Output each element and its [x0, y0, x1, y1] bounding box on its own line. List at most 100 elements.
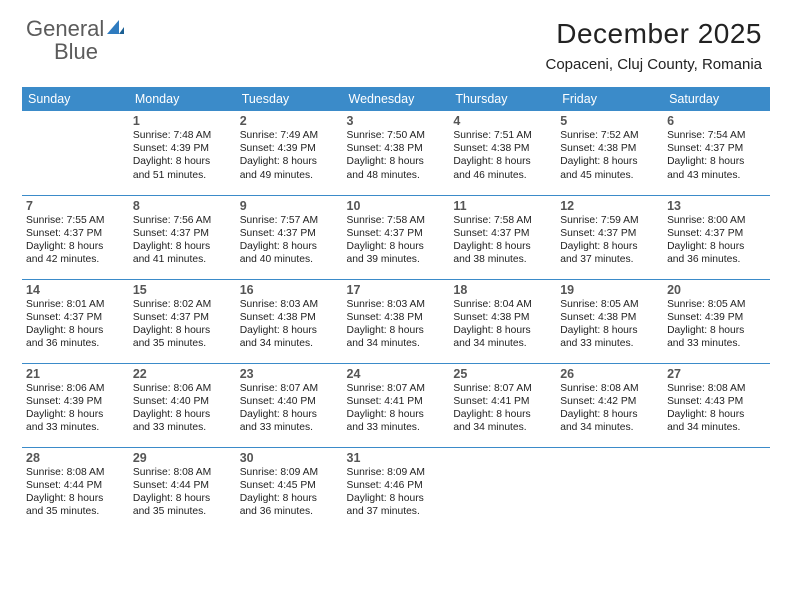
day-number: 20: [667, 283, 766, 297]
day-info: Sunrise: 7:55 AMSunset: 4:37 PMDaylight:…: [26, 214, 125, 267]
day-info: Sunrise: 8:06 AMSunset: 4:39 PMDaylight:…: [26, 382, 125, 435]
day-number: 12: [560, 199, 659, 213]
day-number: 14: [26, 283, 125, 297]
day-info: Sunrise: 8:07 AMSunset: 4:40 PMDaylight:…: [240, 382, 339, 435]
day-number: 26: [560, 367, 659, 381]
week-row: 7Sunrise: 7:55 AMSunset: 4:37 PMDaylight…: [22, 195, 770, 279]
day-cell: 29Sunrise: 8:08 AMSunset: 4:44 PMDayligh…: [129, 447, 236, 531]
day-info: Sunrise: 8:08 AMSunset: 4:43 PMDaylight:…: [667, 382, 766, 435]
day-number: 4: [453, 114, 552, 128]
day-cell: 17Sunrise: 8:03 AMSunset: 4:38 PMDayligh…: [343, 279, 450, 363]
empty-cell: [663, 447, 770, 531]
day-cell: 25Sunrise: 8:07 AMSunset: 4:41 PMDayligh…: [449, 363, 556, 447]
day-cell: 12Sunrise: 7:59 AMSunset: 4:37 PMDayligh…: [556, 195, 663, 279]
day-info: Sunrise: 7:54 AMSunset: 4:37 PMDaylight:…: [667, 129, 766, 182]
empty-cell: [556, 447, 663, 531]
day-info: Sunrise: 7:58 AMSunset: 4:37 PMDaylight:…: [453, 214, 552, 267]
day-number: 11: [453, 199, 552, 213]
day-info: Sunrise: 7:49 AMSunset: 4:39 PMDaylight:…: [240, 129, 339, 182]
day-info: Sunrise: 7:57 AMSunset: 4:37 PMDaylight:…: [240, 214, 339, 267]
week-row: 28Sunrise: 8:08 AMSunset: 4:44 PMDayligh…: [22, 447, 770, 531]
empty-cell: [449, 447, 556, 531]
day-info: Sunrise: 7:56 AMSunset: 4:37 PMDaylight:…: [133, 214, 232, 267]
day-cell: 7Sunrise: 7:55 AMSunset: 4:37 PMDaylight…: [22, 195, 129, 279]
week-row: 21Sunrise: 8:06 AMSunset: 4:39 PMDayligh…: [22, 363, 770, 447]
day-number: 5: [560, 114, 659, 128]
day-info: Sunrise: 7:58 AMSunset: 4:37 PMDaylight:…: [347, 214, 446, 267]
dow-row: SundayMondayTuesdayWednesdayThursdayFrid…: [22, 87, 770, 111]
day-number: 31: [347, 451, 446, 465]
dow-wednesday: Wednesday: [343, 87, 450, 111]
day-cell: 20Sunrise: 8:05 AMSunset: 4:39 PMDayligh…: [663, 279, 770, 363]
day-number: 27: [667, 367, 766, 381]
day-cell: 9Sunrise: 7:57 AMSunset: 4:37 PMDaylight…: [236, 195, 343, 279]
day-info: Sunrise: 8:08 AMSunset: 4:44 PMDaylight:…: [26, 466, 125, 519]
day-cell: 22Sunrise: 8:06 AMSunset: 4:40 PMDayligh…: [129, 363, 236, 447]
day-cell: 28Sunrise: 8:08 AMSunset: 4:44 PMDayligh…: [22, 447, 129, 531]
location: Copaceni, Cluj County, Romania: [546, 56, 763, 73]
day-info: Sunrise: 7:59 AMSunset: 4:37 PMDaylight:…: [560, 214, 659, 267]
day-number: 18: [453, 283, 552, 297]
dow-sunday: Sunday: [22, 87, 129, 111]
day-number: 8: [133, 199, 232, 213]
day-number: 13: [667, 199, 766, 213]
day-cell: 26Sunrise: 8:08 AMSunset: 4:42 PMDayligh…: [556, 363, 663, 447]
day-info: Sunrise: 8:07 AMSunset: 4:41 PMDaylight:…: [347, 382, 446, 435]
day-cell: 21Sunrise: 8:06 AMSunset: 4:39 PMDayligh…: [22, 363, 129, 447]
week-row: 1Sunrise: 7:48 AMSunset: 4:39 PMDaylight…: [22, 111, 770, 195]
day-info: Sunrise: 8:09 AMSunset: 4:46 PMDaylight:…: [347, 466, 446, 519]
logo-sail-icon: [105, 18, 125, 41]
day-number: 15: [133, 283, 232, 297]
day-info: Sunrise: 8:02 AMSunset: 4:37 PMDaylight:…: [133, 298, 232, 351]
day-number: 2: [240, 114, 339, 128]
day-cell: 15Sunrise: 8:02 AMSunset: 4:37 PMDayligh…: [129, 279, 236, 363]
day-cell: 4Sunrise: 7:51 AMSunset: 4:38 PMDaylight…: [449, 111, 556, 195]
day-info: Sunrise: 8:08 AMSunset: 4:42 PMDaylight:…: [560, 382, 659, 435]
day-number: 17: [347, 283, 446, 297]
month-title: December 2025: [546, 18, 763, 50]
day-cell: 2Sunrise: 7:49 AMSunset: 4:39 PMDaylight…: [236, 111, 343, 195]
day-info: Sunrise: 8:04 AMSunset: 4:38 PMDaylight:…: [453, 298, 552, 351]
day-number: 21: [26, 367, 125, 381]
dow-friday: Friday: [556, 87, 663, 111]
day-number: 6: [667, 114, 766, 128]
day-number: 25: [453, 367, 552, 381]
day-info: Sunrise: 8:06 AMSunset: 4:40 PMDaylight:…: [133, 382, 232, 435]
day-cell: 13Sunrise: 8:00 AMSunset: 4:37 PMDayligh…: [663, 195, 770, 279]
day-info: Sunrise: 8:03 AMSunset: 4:38 PMDaylight:…: [240, 298, 339, 351]
day-number: 19: [560, 283, 659, 297]
day-info: Sunrise: 8:01 AMSunset: 4:37 PMDaylight:…: [26, 298, 125, 351]
day-cell: 3Sunrise: 7:50 AMSunset: 4:38 PMDaylight…: [343, 111, 450, 195]
day-info: Sunrise: 7:51 AMSunset: 4:38 PMDaylight:…: [453, 129, 552, 182]
day-number: 10: [347, 199, 446, 213]
logo-word2: Blue: [26, 39, 98, 64]
day-cell: 24Sunrise: 8:07 AMSunset: 4:41 PMDayligh…: [343, 363, 450, 447]
week-row: 14Sunrise: 8:01 AMSunset: 4:37 PMDayligh…: [22, 279, 770, 363]
day-number: 9: [240, 199, 339, 213]
day-number: 28: [26, 451, 125, 465]
day-cell: 1Sunrise: 7:48 AMSunset: 4:39 PMDaylight…: [129, 111, 236, 195]
calendar-table: SundayMondayTuesdayWednesdayThursdayFrid…: [22, 87, 770, 531]
day-cell: 5Sunrise: 7:52 AMSunset: 4:38 PMDaylight…: [556, 111, 663, 195]
day-number: 22: [133, 367, 232, 381]
dow-saturday: Saturday: [663, 87, 770, 111]
day-info: Sunrise: 8:07 AMSunset: 4:41 PMDaylight:…: [453, 382, 552, 435]
day-cell: 18Sunrise: 8:04 AMSunset: 4:38 PMDayligh…: [449, 279, 556, 363]
dow-monday: Monday: [129, 87, 236, 111]
logo: General Blue: [26, 18, 125, 64]
day-cell: 8Sunrise: 7:56 AMSunset: 4:37 PMDaylight…: [129, 195, 236, 279]
day-cell: 16Sunrise: 8:03 AMSunset: 4:38 PMDayligh…: [236, 279, 343, 363]
day-info: Sunrise: 7:52 AMSunset: 4:38 PMDaylight:…: [560, 129, 659, 182]
day-number: 24: [347, 367, 446, 381]
empty-cell: [22, 111, 129, 195]
dow-thursday: Thursday: [449, 87, 556, 111]
day-cell: 23Sunrise: 8:07 AMSunset: 4:40 PMDayligh…: [236, 363, 343, 447]
day-info: Sunrise: 8:08 AMSunset: 4:44 PMDaylight:…: [133, 466, 232, 519]
day-cell: 27Sunrise: 8:08 AMSunset: 4:43 PMDayligh…: [663, 363, 770, 447]
day-info: Sunrise: 7:50 AMSunset: 4:38 PMDaylight:…: [347, 129, 446, 182]
day-cell: 6Sunrise: 7:54 AMSunset: 4:37 PMDaylight…: [663, 111, 770, 195]
day-number: 30: [240, 451, 339, 465]
day-number: 3: [347, 114, 446, 128]
day-cell: 11Sunrise: 7:58 AMSunset: 4:37 PMDayligh…: [449, 195, 556, 279]
day-cell: 14Sunrise: 8:01 AMSunset: 4:37 PMDayligh…: [22, 279, 129, 363]
